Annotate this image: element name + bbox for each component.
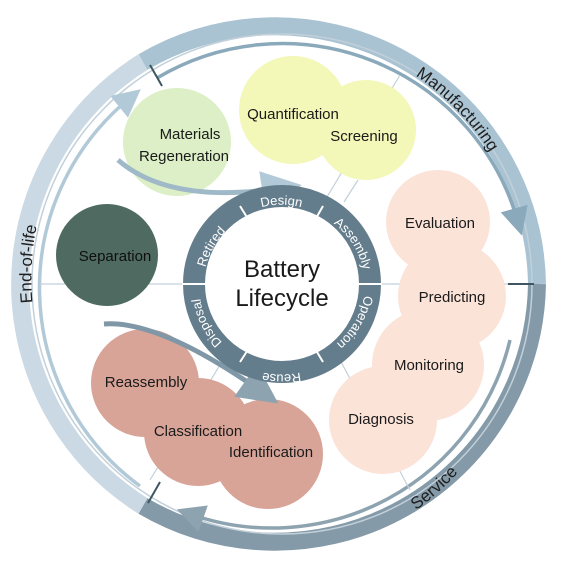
divider-tick	[149, 64, 163, 87]
service-flow-arrow	[176, 339, 512, 532]
ring-label-design: Design	[259, 193, 304, 210]
outer-label-end-of-life: End-of-life	[16, 223, 40, 304]
node-label-quantification: Quantification	[247, 106, 339, 123]
node-label-predicting: Predicting	[419, 289, 486, 306]
service-band	[138, 283, 546, 551]
outer-label-service: Service	[407, 462, 461, 513]
end-of-life-band	[11, 54, 148, 514]
node-quantification-bubble	[239, 56, 347, 164]
node-diagnosis-bubble	[329, 366, 437, 474]
node-label-materials: Materials	[160, 126, 221, 143]
node-label-classification: Classification	[154, 423, 242, 440]
manufacturing-band	[138, 17, 546, 285]
node-label-evaluation: Evaluation	[405, 215, 475, 232]
manufacturing-flow-arrow	[156, 41, 528, 236]
outer-label-manufacturing: Manufacturing	[413, 63, 503, 154]
center-title-line2: Lifecycle	[235, 285, 328, 312]
end-of-life-flow-arrow	[37, 89, 142, 488]
node-label-monitoring: Monitoring	[394, 357, 464, 374]
node-label-separation: Separation	[79, 248, 152, 265]
node-label-screening: Screening	[330, 128, 398, 145]
center-title-line1: Battery	[244, 256, 320, 283]
node-materials-regeneration-bubble	[123, 88, 231, 196]
node-label-diagnosis: Diagnosis	[348, 411, 414, 428]
node-label-reassembly: Reassembly	[105, 374, 188, 391]
inner-ring-separators	[182, 205, 382, 363]
ring-label-reuse: Reuse	[261, 370, 302, 387]
node-identification-bubble	[213, 399, 323, 509]
node-label-regeneration: Regeneration	[139, 148, 229, 165]
divider-tick	[147, 481, 161, 504]
node-separation-bubble	[56, 204, 158, 306]
reassembly-connector-arrow	[103, 321, 279, 404]
node-label-identification: Identification	[229, 444, 313, 461]
